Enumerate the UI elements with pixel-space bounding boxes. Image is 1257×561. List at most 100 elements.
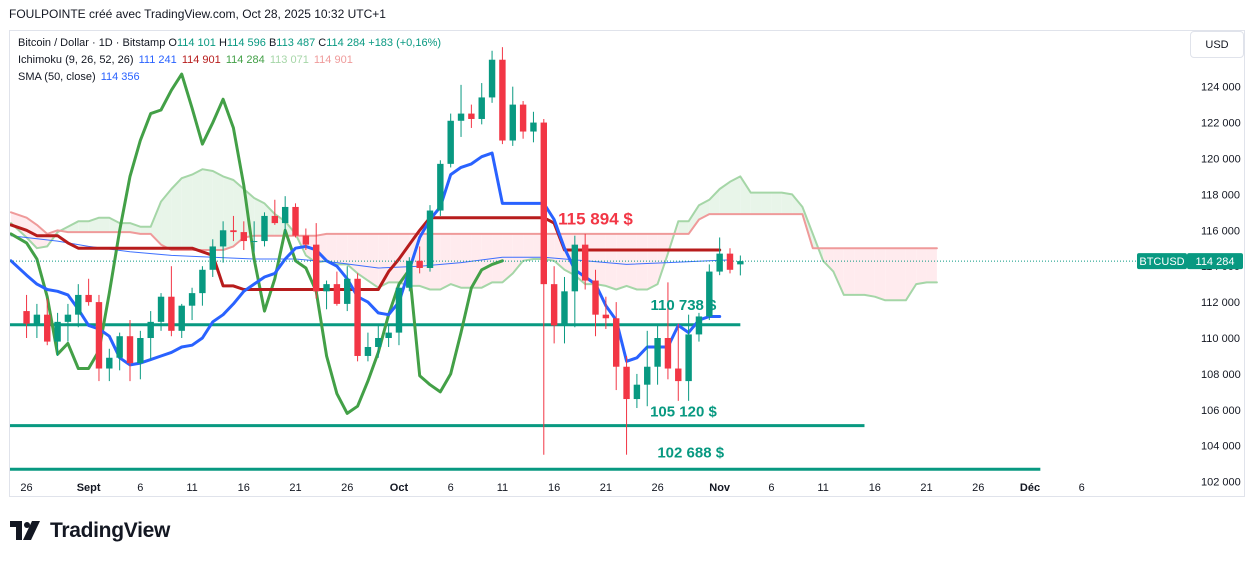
x-tick-label: Sept — [77, 482, 101, 494]
candle-body — [147, 321, 154, 339]
candle — [530, 111, 537, 143]
candle — [292, 203, 299, 238]
x-tick-label: 6 — [137, 482, 143, 494]
y-tick-label: 106 000 — [1201, 405, 1241, 417]
candle-body — [644, 366, 651, 385]
x-tick-label: Oct — [390, 482, 409, 494]
candle-body — [726, 253, 734, 270]
candle-body — [168, 296, 175, 331]
candle — [199, 266, 206, 306]
candle-body — [261, 215, 268, 242]
currency-button[interactable]: USD — [1190, 31, 1244, 58]
candle-body — [323, 284, 330, 292]
kijun-line — [10, 216, 722, 291]
cloud-segment — [171, 178, 182, 251]
candle — [364, 332, 372, 362]
x-tick-label: 21 — [600, 482, 612, 494]
x-tick-label: 26 — [651, 482, 663, 494]
candle-body — [54, 321, 61, 342]
candle-body — [344, 278, 351, 304]
candle-body — [695, 316, 703, 335]
candle-body — [499, 59, 506, 141]
candle-body — [540, 122, 547, 285]
cloud-segment — [926, 248, 937, 283]
y-tick-label: 104 000 — [1201, 441, 1241, 453]
cloud-segment — [326, 233, 337, 265]
candle-body — [302, 235, 310, 245]
candle — [726, 248, 734, 274]
cloud-segment — [916, 248, 927, 285]
tradingview-logo[interactable]: TradingView — [10, 519, 170, 543]
cloud-segment — [109, 217, 120, 233]
symbol-name: Bitcoin / Dollar · 1D · Bitstamp — [18, 37, 166, 49]
candles — [23, 47, 744, 455]
candle — [157, 293, 165, 331]
cloud-segment — [212, 171, 224, 251]
symbol-row: Bitcoin / Dollar · 1D · Bitstamp O114 10… — [18, 35, 441, 52]
change-value: +183 (+0,16%) — [368, 37, 442, 49]
candle — [333, 271, 341, 306]
price-tag-symbol: BTCUSD — [1139, 256, 1184, 268]
candle-body — [64, 314, 72, 322]
cloud-segment — [161, 188, 172, 251]
candle — [95, 294, 103, 382]
low-label: B — [268, 37, 277, 49]
candle — [561, 276, 568, 344]
close-label: C — [318, 37, 327, 49]
candle — [302, 228, 310, 251]
x-tick-label: Nov — [709, 482, 731, 494]
candle — [685, 314, 692, 401]
candle — [178, 303, 185, 339]
chart-annotations: 115 894 $ 110 738 $ 105 120 $ 102 688 $ — [558, 210, 725, 462]
cloud-segment — [616, 233, 627, 290]
candle — [623, 355, 630, 455]
kijun-price-label: 115 894 $ — [558, 210, 633, 229]
time-axis: 26 Sept 6 11 16 21 26 Oct 6 11 16 21 26 Nov 6 11 16 21 26 D… — [20, 482, 1084, 494]
support-levels — [10, 323, 1041, 471]
high-value: 114 596 — [226, 37, 266, 49]
tenkan-line — [10, 151, 722, 367]
candle — [695, 312, 703, 342]
candle — [478, 83, 485, 125]
candle-body — [75, 294, 82, 315]
candle — [209, 239, 216, 277]
sma-row: SMA (50, close) 114 356 — [18, 69, 441, 86]
candle-body — [178, 305, 185, 331]
candle — [54, 312, 61, 356]
candle — [33, 303, 41, 339]
cloud-segment — [11, 212, 27, 238]
candle — [633, 373, 641, 409]
candle — [613, 302, 620, 391]
cloud-segment — [688, 205, 699, 234]
candle — [85, 278, 92, 306]
x-tick-label: 6 — [448, 482, 454, 494]
x-tick-label: 26 — [341, 482, 353, 494]
candle — [250, 221, 258, 252]
candle-body — [550, 284, 558, 326]
x-tick-label: 11 — [186, 482, 197, 494]
candle — [581, 233, 589, 290]
candle-body — [219, 230, 227, 247]
ichimoku-cloud — [10, 168, 938, 302]
cloud-segment — [357, 233, 368, 281]
candle-body — [457, 113, 465, 121]
candle-body — [623, 366, 630, 400]
candle-body — [478, 97, 485, 119]
candle-body — [447, 120, 454, 164]
cloud-segment — [78, 221, 89, 233]
candle-body — [188, 293, 196, 306]
y-tick-label: 118 000 — [1201, 189, 1240, 201]
cloud-segment — [854, 248, 865, 295]
candle-body — [633, 384, 641, 400]
candle-body — [406, 260, 413, 288]
candle — [344, 266, 351, 312]
x-tick-label: 11 — [817, 482, 828, 494]
cloud-segment — [502, 233, 513, 283]
chart-legend: Bitcoin / Dollar · 1D · Bitstamp O114 10… — [18, 35, 441, 86]
cloud-segment — [481, 233, 493, 288]
cloud-segment — [67, 221, 79, 233]
cloud-segment — [719, 181, 730, 215]
lagging-value: 114 284 — [225, 54, 265, 66]
